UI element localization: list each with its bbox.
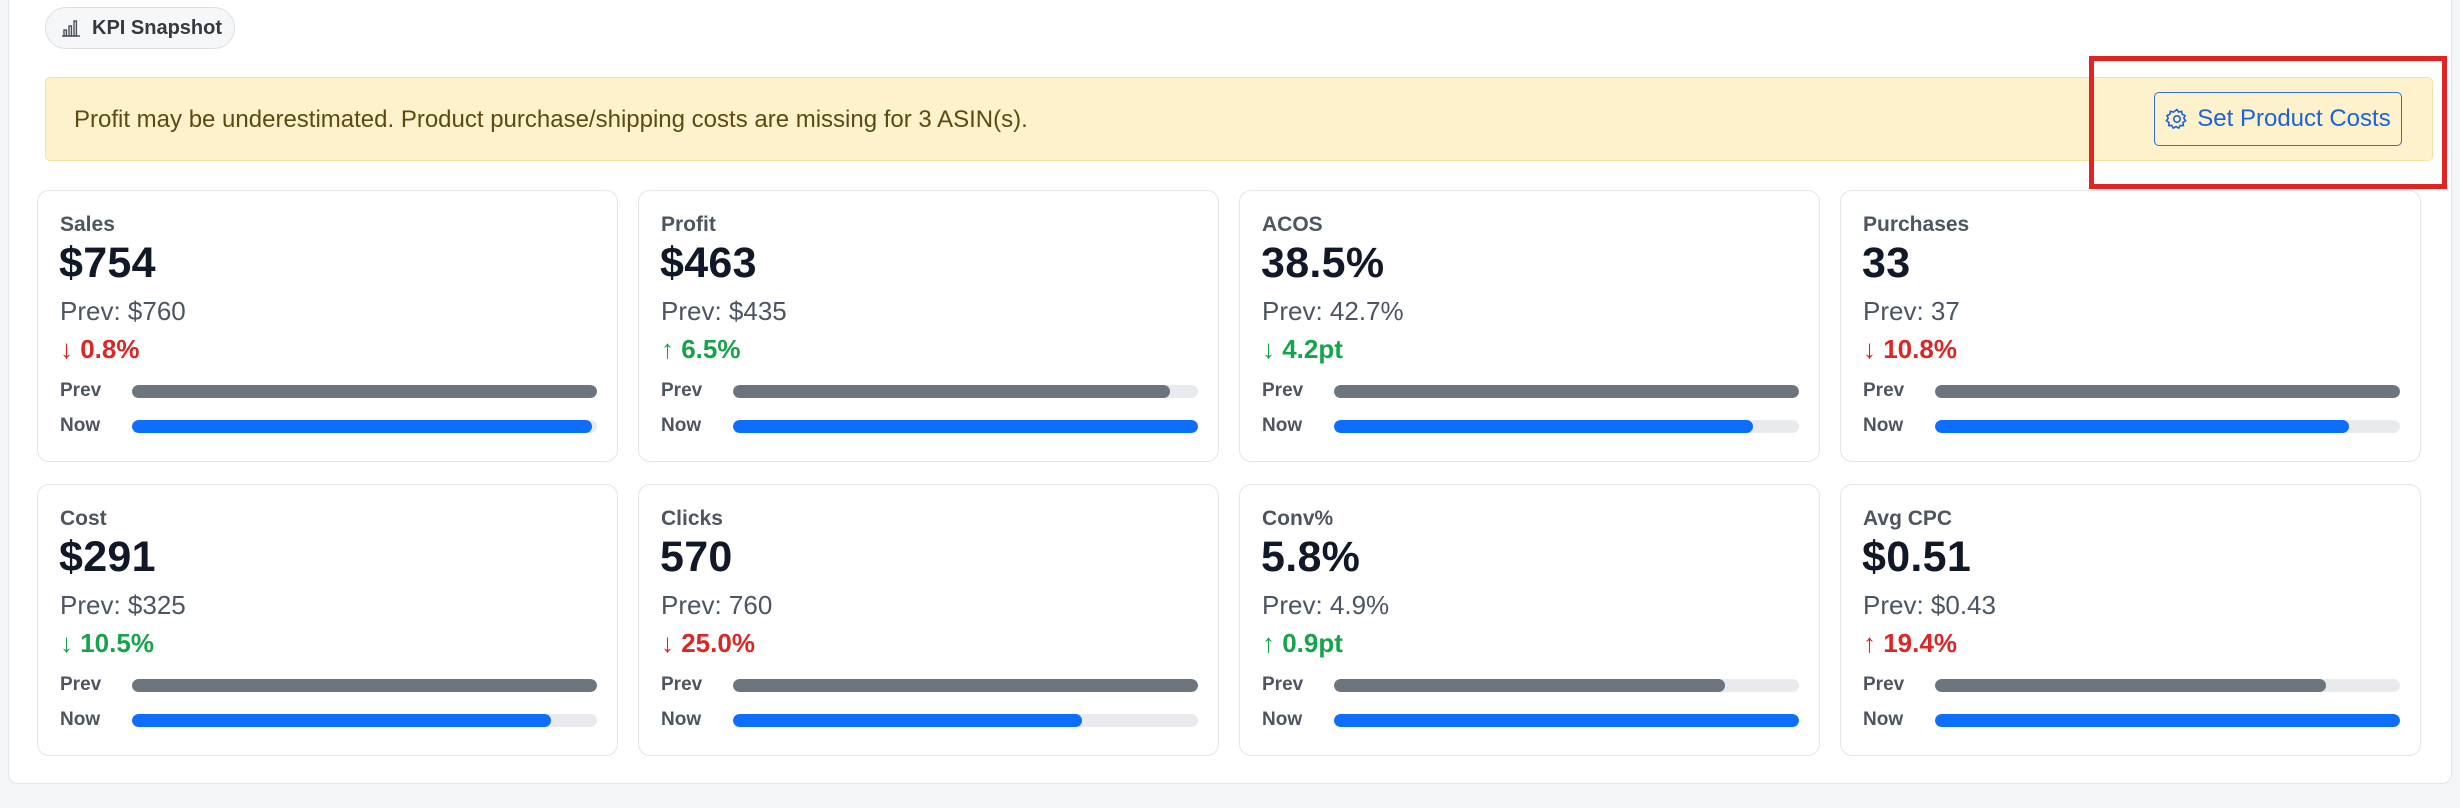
- kpi-prev-value: Prev: 37: [1863, 296, 1960, 326]
- prev-bar-fill: [1334, 385, 1799, 398]
- now-bar-fill: [733, 714, 1082, 727]
- kpi-prev-value: Prev: $435: [661, 296, 787, 326]
- now-bar-label: Now: [1262, 709, 1303, 730]
- now-bar-track: [1334, 420, 1799, 433]
- kpi-card-profit: Profit $463 Prev: $435 ↑ 6.5% Prev Now: [638, 190, 1219, 462]
- kpi-label: Profit: [661, 213, 716, 236]
- prev-bar-label: Prev: [1863, 674, 1905, 695]
- now-bar-track: [132, 714, 597, 727]
- kpi-change: ↓ 10.8%: [1863, 334, 1957, 364]
- prev-bar-label: Prev: [1262, 674, 1304, 695]
- kpi-label: Sales: [60, 213, 115, 236]
- prev-bar-track: [1935, 385, 2400, 398]
- kpi-change: ↑ 19.4%: [1863, 628, 1957, 658]
- kpi-label: Conv%: [1262, 507, 1334, 530]
- gear-icon: [2165, 108, 2188, 130]
- kpi-change: ↓ 0.8%: [60, 334, 140, 364]
- prev-bar-fill: [733, 385, 1171, 398]
- kpi-value: $754: [59, 239, 156, 287]
- highlight-box: [2089, 56, 2447, 189]
- now-bar-label: Now: [661, 709, 702, 730]
- prev-bar-track: [733, 679, 1198, 692]
- prev-bar-fill: [1935, 385, 2400, 398]
- prev-bar-label: Prev: [1262, 380, 1304, 401]
- prev-bar-track: [733, 385, 1198, 398]
- kpi-card-acos: ACOS 38.5% Prev: 42.7% ↓ 4.2pt Prev Now: [1239, 190, 1820, 462]
- alert-message: Profit may be underestimated. Product pu…: [74, 106, 1028, 133]
- prev-bar-label: Prev: [661, 380, 703, 401]
- kpi-value: 5.8%: [1261, 533, 1361, 581]
- kpi-value: $463: [660, 239, 757, 287]
- kpi-label: Clicks: [661, 507, 723, 530]
- kpi-prev-value: Prev: 760: [661, 590, 773, 620]
- prev-bar-track: [1334, 385, 1799, 398]
- kpi-change: ↑ 6.5%: [661, 334, 741, 364]
- now-bar-track: [132, 420, 597, 433]
- prev-bar-label: Prev: [661, 674, 703, 695]
- kpi-card-purchases: Purchases 33 Prev: 37 ↓ 10.8% Prev Now: [1840, 190, 2421, 462]
- kpi-prev-value: Prev: $760: [60, 296, 186, 326]
- kpi-label: Avg CPC: [1863, 507, 1953, 530]
- kpi-value: $0.51: [1862, 533, 1972, 581]
- now-bar-label: Now: [1863, 415, 1904, 436]
- kpi-snapshot-pill: KPI Snapshot: [45, 7, 235, 49]
- kpi-value: $291: [59, 533, 156, 581]
- prev-bar-track: [132, 679, 597, 692]
- prev-bar-fill: [132, 385, 597, 398]
- prev-bar-fill: [1334, 679, 1725, 692]
- kpi-card-cost: Cost $291 Prev: $325 ↓ 10.5% Prev Now: [37, 484, 618, 756]
- kpi-change: ↓ 25.0%: [661, 628, 755, 658]
- prev-bar-label: Prev: [60, 380, 102, 401]
- kpi-prev-value: Prev: 42.7%: [1262, 296, 1404, 326]
- kpi-label: Purchases: [1863, 213, 1970, 236]
- kpi-label: ACOS: [1262, 213, 1323, 236]
- now-bar-fill: [1935, 714, 2400, 727]
- now-bar-label: Now: [60, 415, 101, 436]
- bar-chart-icon: [62, 20, 80, 37]
- now-bar-label: Now: [661, 415, 702, 436]
- kpi-change: ↓ 4.2pt: [1262, 334, 1343, 364]
- now-bar-track: [733, 420, 1198, 433]
- prev-bar-track: [1935, 679, 2400, 692]
- prev-bar-fill: [733, 679, 1198, 692]
- prev-bar-label: Prev: [60, 674, 102, 695]
- now-bar-track: [1935, 714, 2400, 727]
- kpi-change: ↓ 10.5%: [60, 628, 154, 658]
- now-bar-track: [1334, 714, 1799, 727]
- now-bar-label: Now: [1262, 415, 1303, 436]
- prev-bar-track: [1334, 679, 1799, 692]
- prev-bar-fill: [132, 679, 597, 692]
- kpi-card-sales: Sales $754 Prev: $760 ↓ 0.8% Prev Now: [37, 190, 618, 462]
- now-bar-track: [733, 714, 1198, 727]
- kpi-prev-value: Prev: $0.43: [1863, 590, 1996, 620]
- now-bar-track: [1935, 420, 2400, 433]
- kpi-card-clicks: Clicks 570 Prev: 760 ↓ 25.0% Prev Now: [638, 484, 1219, 756]
- now-bar-fill: [132, 420, 593, 433]
- now-bar-fill: [1334, 420, 1753, 433]
- set-product-costs-label: Set Product Costs: [2197, 105, 2391, 132]
- kpi-prev-value: Prev: $325: [60, 590, 186, 620]
- now-bar-fill: [1935, 420, 2349, 433]
- kpi-card-avg-cpc: Avg CPC $0.51 Prev: $0.43 ↑ 19.4% Prev Now: [1840, 484, 2421, 756]
- now-bar-fill: [1334, 714, 1799, 727]
- now-bar-fill: [733, 420, 1198, 433]
- kpi-change: ↑ 0.9pt: [1262, 628, 1343, 658]
- pill-label: KPI Snapshot: [92, 16, 223, 39]
- now-bar-fill: [132, 714, 551, 727]
- kpi-value: 570: [660, 533, 733, 581]
- now-bar-label: Now: [1863, 709, 1904, 730]
- now-bar-label: Now: [60, 709, 101, 730]
- kpi-panel: KPI Snapshot Profit may be underestimate…: [8, 0, 2452, 784]
- prev-bar-fill: [1935, 679, 2326, 692]
- set-product-costs-button[interactable]: Set Product Costs: [2154, 92, 2402, 146]
- kpi-value: 38.5%: [1261, 239, 1385, 287]
- kpi-label: Cost: [60, 507, 107, 530]
- kpi-card-conv: Conv% 5.8% Prev: 4.9% ↑ 0.9pt Prev Now: [1239, 484, 1820, 756]
- prev-bar-label: Prev: [1863, 380, 1905, 401]
- missing-costs-alert: Profit may be underestimated. Product pu…: [45, 77, 2433, 161]
- kpi-prev-value: Prev: 4.9%: [1262, 590, 1390, 620]
- prev-bar-track: [132, 385, 597, 398]
- kpi-value: 33: [1862, 239, 1911, 287]
